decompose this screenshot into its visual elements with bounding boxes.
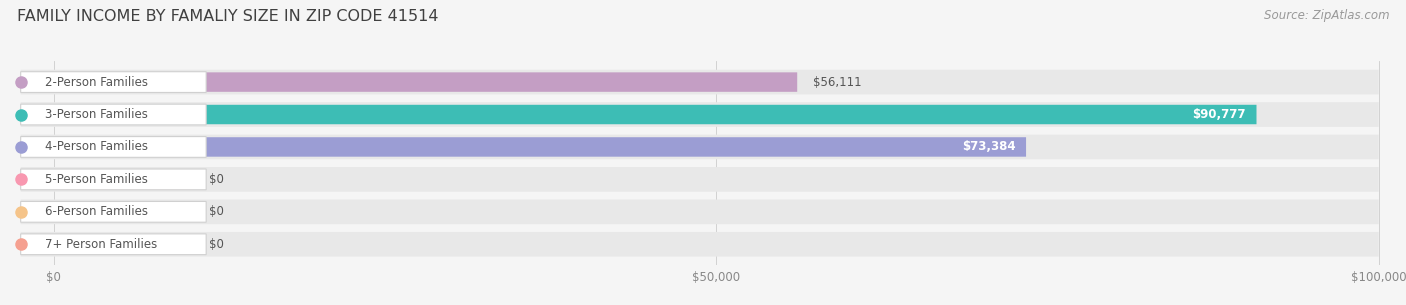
Text: 3-Person Families: 3-Person Families xyxy=(45,108,148,121)
FancyBboxPatch shape xyxy=(53,137,1026,157)
Text: 2-Person Families: 2-Person Families xyxy=(45,76,148,88)
FancyBboxPatch shape xyxy=(53,170,193,189)
FancyBboxPatch shape xyxy=(21,70,1379,95)
Text: 4-Person Families: 4-Person Families xyxy=(45,141,148,153)
FancyBboxPatch shape xyxy=(21,137,207,157)
FancyBboxPatch shape xyxy=(21,234,207,255)
FancyBboxPatch shape xyxy=(21,167,1379,192)
FancyBboxPatch shape xyxy=(21,104,207,125)
FancyBboxPatch shape xyxy=(21,201,207,222)
FancyBboxPatch shape xyxy=(21,135,1379,159)
FancyBboxPatch shape xyxy=(53,105,1257,124)
Text: FAMILY INCOME BY FAMALIY SIZE IN ZIP CODE 41514: FAMILY INCOME BY FAMALIY SIZE IN ZIP COD… xyxy=(17,9,439,24)
FancyBboxPatch shape xyxy=(53,202,193,221)
FancyBboxPatch shape xyxy=(21,199,1379,224)
FancyBboxPatch shape xyxy=(53,235,193,254)
FancyBboxPatch shape xyxy=(21,232,1379,257)
Text: 5-Person Families: 5-Person Families xyxy=(45,173,148,186)
Text: $0: $0 xyxy=(209,205,224,218)
FancyBboxPatch shape xyxy=(53,72,797,92)
Text: $56,111: $56,111 xyxy=(813,76,862,88)
Text: $73,384: $73,384 xyxy=(962,141,1015,153)
Text: Source: ZipAtlas.com: Source: ZipAtlas.com xyxy=(1264,9,1389,22)
FancyBboxPatch shape xyxy=(21,102,1379,127)
Text: 7+ Person Families: 7+ Person Families xyxy=(45,238,157,251)
Text: 6-Person Families: 6-Person Families xyxy=(45,205,148,218)
Text: $0: $0 xyxy=(209,238,224,251)
FancyBboxPatch shape xyxy=(21,169,207,190)
Text: $90,777: $90,777 xyxy=(1192,108,1246,121)
Text: $0: $0 xyxy=(209,173,224,186)
FancyBboxPatch shape xyxy=(21,72,207,92)
